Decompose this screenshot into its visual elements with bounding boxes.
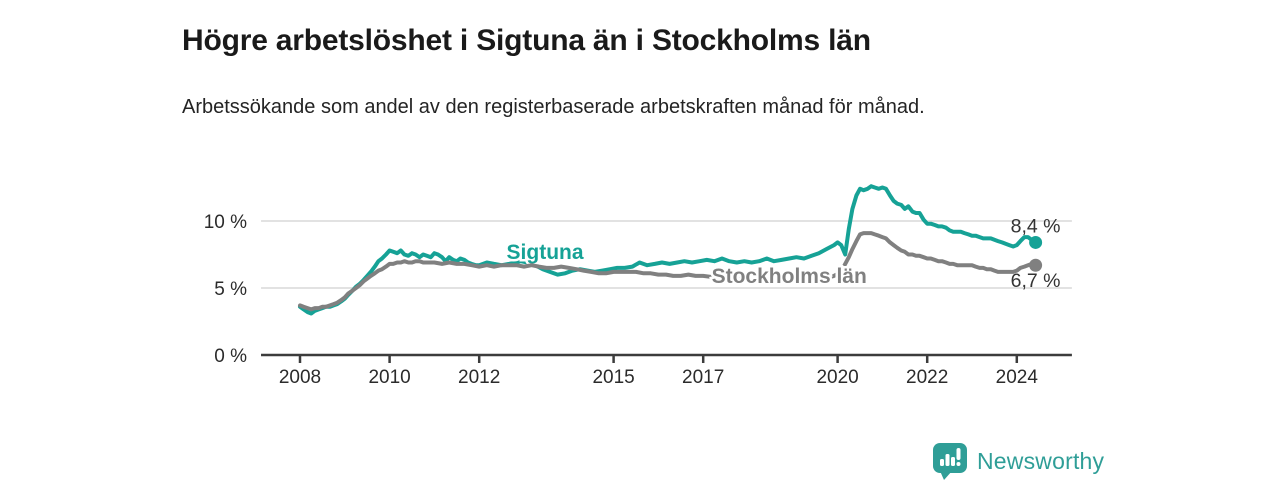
brand-name: Newsworthy [977, 447, 1105, 474]
x-tick-label: 2008 [279, 367, 321, 388]
series-line-stockholms-l-n [298, 231, 1038, 312]
series-end-value-sigtuna: 8,4 % [1011, 215, 1061, 237]
y-tick-label: 5 % [214, 279, 247, 300]
y-tick-label: 10 % [204, 212, 247, 233]
x-tick-label: 2012 [458, 367, 500, 388]
x-tick-label: 2024 [996, 367, 1039, 388]
x-tick-label: 2017 [682, 367, 724, 388]
chart-title: Högre arbetslöshet i Sigtuna än i Stockh… [182, 24, 871, 58]
newsworthy-logo-icon [933, 443, 967, 480]
series-end-dot-stockholms-l-n [1029, 258, 1043, 272]
x-tick-label: 2010 [368, 367, 410, 388]
series-line-sigtuna [298, 184, 1038, 316]
chart-subtitle: Arbetssökande som andel av den registerb… [182, 96, 925, 118]
x-tick-label: 2020 [816, 367, 858, 388]
x-tick-label: 2022 [906, 367, 948, 388]
series-label-sigtuna: Sigtuna [507, 241, 584, 264]
y-tick-label: 0 % [214, 346, 247, 367]
x-tick-label: 2015 [592, 367, 634, 388]
series-end-dot-sigtuna [1029, 235, 1043, 249]
series-label-stockholms-l-n: Stockholms län [712, 265, 867, 288]
brand-footer: Newsworthy [932, 442, 1104, 480]
series-end-value-stockholms-l-n: 6,7 % [1011, 270, 1061, 292]
